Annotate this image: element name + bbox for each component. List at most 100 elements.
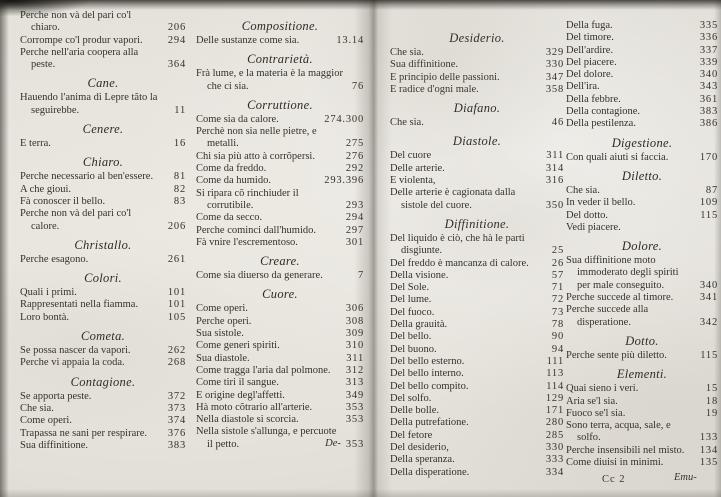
entry-label: Corrompe co'l produr vapori. [20, 34, 143, 46]
index-entry: Della pestilenza. 386 [566, 118, 718, 130]
entry-page-number: 13.14 [336, 35, 364, 46]
index-entry: Perche necessario al ben'essere. 81 [20, 171, 186, 183]
entry-page-number: 341 [699, 292, 718, 304]
entry-page-number: 101 [167, 299, 186, 311]
index-entry: Come tiri il sangue. 313 [196, 377, 364, 389]
entry-page-number: 293.396 [324, 175, 364, 187]
entry-page-number: 133 [699, 432, 718, 444]
entry-label: Del buono. [390, 343, 437, 355]
index-entry: Della grauità. 78 [390, 319, 564, 331]
entry-label: Come sia da calore. [196, 113, 279, 125]
index-entry: Vedi piacere. [566, 222, 718, 234]
entry-page-number: 353 [346, 414, 364, 426]
entry-page-number: 274.300 [324, 113, 364, 125]
section-heading: Cometa. [80, 329, 126, 344]
index-entry: E radice d'ogni male. 358 [390, 84, 564, 96]
entry-label: Del desiderio, [390, 442, 449, 454]
entry-page-number: 78 [551, 319, 564, 331]
entry-label: Del bello esterno. [390, 355, 465, 367]
entry-label: E principio delle passioni. [390, 71, 500, 83]
entry-label: Della speranza. [390, 454, 455, 466]
section-heading: Diffinitione. [444, 216, 510, 231]
entry-label: Del bello compito. [390, 380, 469, 392]
index-entry: Del fuoco. 73 [390, 307, 564, 319]
entry-page-number: 275 [346, 138, 364, 150]
entry-page-number: 19 [705, 407, 718, 419]
entry-page-number: 312 [346, 365, 364, 377]
entry-label: Rappresentati nella fiamma. [20, 299, 139, 311]
entry-page-number: 26 [551, 257, 564, 269]
entry-page-number: 76 [352, 81, 364, 93]
entry-label: Perche succede al timore. [566, 292, 674, 304]
index-entry: Perche cominci dall'humido. 297 [196, 225, 364, 237]
index-entry: Hauendo l'anima di Lepre tãto la seguire… [20, 92, 186, 117]
entry-page-number: 206 [167, 22, 186, 34]
entry-page-number: 115 [700, 349, 718, 361]
entry-label: Fà vnire l'escrementoso. [196, 236, 298, 248]
index-entry: Quai sieno i veri. 15 [566, 383, 718, 395]
entry-page-number: 364 [167, 59, 186, 71]
entry-label: Dell'ira. [566, 81, 600, 93]
entry-page-number: 90 [551, 331, 564, 343]
entry-page-number: 276 [346, 151, 364, 163]
entry-label: Con quali aiuti si faccia. [566, 151, 669, 163]
index-entry: Nella sistole s'allunga, e percuote il p… [196, 426, 364, 451]
entry-page-number: 11 [174, 104, 186, 116]
index-entry: Del Sole. 71 [390, 282, 564, 294]
entry-page-number: 301 [346, 237, 364, 249]
index-entry: Della putrefatione. 280 [390, 417, 564, 429]
entry-page-number: 311 [546, 150, 564, 162]
entry-label: Sua sistole. [196, 328, 244, 340]
entry-label: Perche insensibili nel misto. [566, 444, 685, 456]
entry-label: Come da freddo. [196, 163, 267, 175]
section-heading: Corruttione. [247, 97, 313, 112]
entry-label: Loro bontà. [20, 311, 69, 323]
section-heading: Cenere. [82, 122, 124, 137]
entry-page-number: 336 [699, 32, 718, 44]
entry-page-number: 16 [173, 138, 186, 150]
entry-label: Se apporta peste. [20, 390, 92, 402]
entry-page-number: 292 [346, 163, 364, 175]
index-entry: Loro bontà. 105 [20, 312, 186, 324]
section-heading: Creare. [260, 254, 300, 269]
section-heading: Dolore. [621, 239, 663, 254]
entry-label: Perche vi appaia la coda. [20, 357, 125, 369]
entry-label: Del bello interno. [390, 368, 464, 380]
entry-label: Che sia. [390, 47, 424, 58]
entry-page-number: 343 [699, 81, 718, 93]
entry-page-number: 101 [167, 287, 186, 299]
entry-page-number: 262 [167, 345, 186, 357]
entry-label: Del freddo è mancanza di calore. [390, 257, 529, 269]
entry-page-number: 313 [346, 377, 364, 389]
entry-page-number: 376 [167, 427, 186, 439]
entry-label: Hauendo l'anima di Lepre tãto la seguire… [20, 92, 158, 116]
index-entry: Della febbre. 361 [566, 94, 718, 106]
entry-label: Come diuisi in minimi. [566, 457, 664, 469]
entry-label: Vedi piacere. [566, 221, 621, 233]
entry-page-number: 333 [545, 454, 564, 466]
entry-page-number: 383 [699, 106, 718, 118]
entry-label: Perche succede alla disperatione. [566, 304, 649, 328]
index-entry: Che sia. 46 [390, 117, 564, 129]
entry-label: Come tragga l'aria dal polmone. [196, 364, 331, 376]
index-entry: Rappresentati nella fiamma. 101 [20, 299, 186, 311]
index-entry: Fà vnire l'escrementoso. 301 [196, 237, 364, 249]
section-heading: Diastole. [452, 134, 502, 149]
entry-page-number: 294 [346, 212, 364, 224]
entry-label: Del dolore. [566, 69, 614, 81]
entry-page-number: 297 [346, 225, 364, 237]
index-entry: Dell'ira. 343 [566, 81, 718, 93]
index-entry: Del dotto. 115 [566, 210, 718, 222]
entry-label: Fuoco se'l sia. [566, 407, 626, 419]
entry-label: Perche cominci dall'humido. [196, 224, 316, 236]
index-entry: Dell'ardire. 337 [566, 45, 718, 57]
entry-label: Come operi. [20, 415, 72, 427]
entry-page-number: 358 [545, 83, 564, 95]
catchword-left: De- [325, 438, 341, 449]
index-entry: Perche insensibili nel misto. 134 [566, 445, 718, 457]
entry-page-number: 340 [699, 69, 718, 81]
entry-page-number: 7 [358, 270, 364, 282]
index-entry: Sua diastole. 311 [196, 353, 364, 365]
index-entry: E violenta, 316 [390, 175, 564, 187]
section-heading: Colori. [84, 271, 122, 286]
